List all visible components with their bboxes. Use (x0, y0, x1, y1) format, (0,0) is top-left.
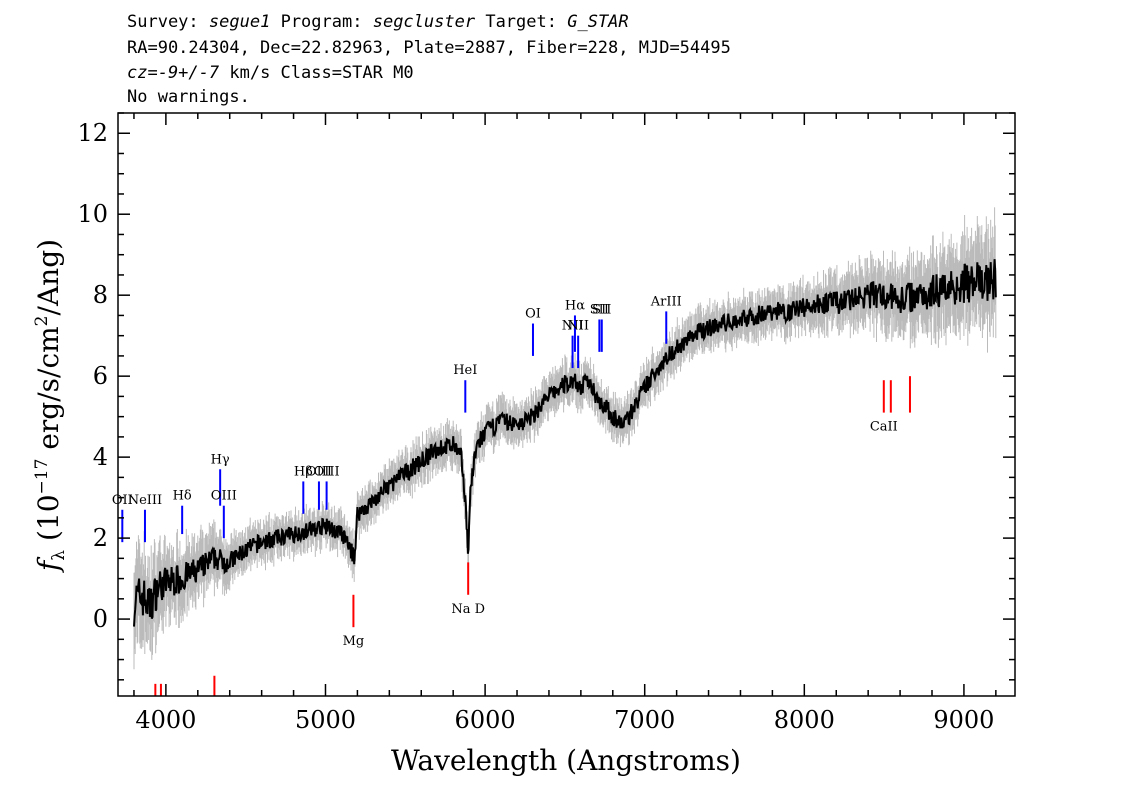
error-band-layer (133, 207, 997, 670)
emission-line-label: NeIII (128, 493, 162, 508)
flux-line (133, 259, 997, 627)
emission-line-label: SII (590, 302, 609, 317)
class-info: km/s Class=STAR M0 (219, 63, 414, 83)
y-tick-label: 2 (93, 524, 108, 552)
emission-line-label: OI (525, 307, 541, 322)
target-label: Target: (485, 12, 557, 32)
emission-line-label: NII (567, 319, 589, 334)
absorption-line-label: CaII (870, 420, 898, 435)
x-tick-label: 5000 (295, 706, 356, 734)
y-axis-label: fλ (10−17 erg/s/cm2/Ang) (32, 239, 69, 573)
flux-layer (133, 259, 997, 627)
header-line-3: cz=-9+/-7 km/s Class=STAR M0 (127, 63, 414, 83)
emission-line-label: OIII (314, 464, 340, 479)
emission-line-label: HeI (453, 363, 477, 378)
program-value: segcluster (372, 12, 476, 32)
emission-line-label: ArIII (650, 294, 682, 309)
absorption-line-label: Na D (451, 602, 485, 617)
emission-line-label: Hα (565, 298, 585, 313)
y-axis-label-text: fλ (10−17 erg/s/cm2/Ang) (32, 239, 69, 573)
y-tick-label: 0 (93, 605, 108, 633)
absorption-line-label: Mg (343, 634, 365, 649)
emission-line-label: OIII (211, 489, 237, 504)
header-line-4: No warnings. (127, 87, 250, 107)
header-line-2: RA=90.24304, Dec=22.82963, Plate=2887, F… (127, 38, 731, 58)
x-tick-label: 7000 (614, 706, 675, 734)
y-tick-label: 8 (93, 281, 108, 309)
emission-line-label: SII (592, 302, 611, 317)
x-tick-label: 4000 (135, 706, 196, 734)
emission-line-label: Hγ (211, 452, 230, 467)
target-value: G_STAR (567, 12, 629, 32)
y-tick-label: 4 (93, 443, 108, 471)
survey-label: Survey: (127, 12, 199, 32)
plot-frame (117, 112, 1016, 697)
emission-line-label: Hβ (294, 464, 313, 479)
y-tick-label: 6 (93, 362, 108, 390)
x-tick-label: 8000 (774, 706, 835, 734)
y-tick-label: 10 (77, 200, 108, 228)
emission-line-label: Hδ (173, 489, 192, 504)
emission-line-label: OII (112, 493, 133, 508)
x-tick-label: 6000 (455, 706, 516, 734)
program-label: Program: (280, 12, 363, 32)
redshift-value: cz=-9+/-7 (127, 63, 220, 83)
x-axis-label: Wavelength (Angstroms) (391, 744, 741, 777)
y-tick-label: 12 (77, 119, 108, 147)
emission-line-label: OIII (306, 464, 332, 479)
header-line-1: Survey: segue1 Program: segcluster Targe… (127, 12, 629, 32)
axis-ticks: 4000 5000 6000 7000 8000 9000 0 2 4 6 8 10 12 (77, 112, 1015, 734)
survey-value: segue1 (208, 12, 271, 32)
x-tick-label: 9000 (933, 706, 994, 734)
emission-line-label: NII (562, 319, 584, 334)
